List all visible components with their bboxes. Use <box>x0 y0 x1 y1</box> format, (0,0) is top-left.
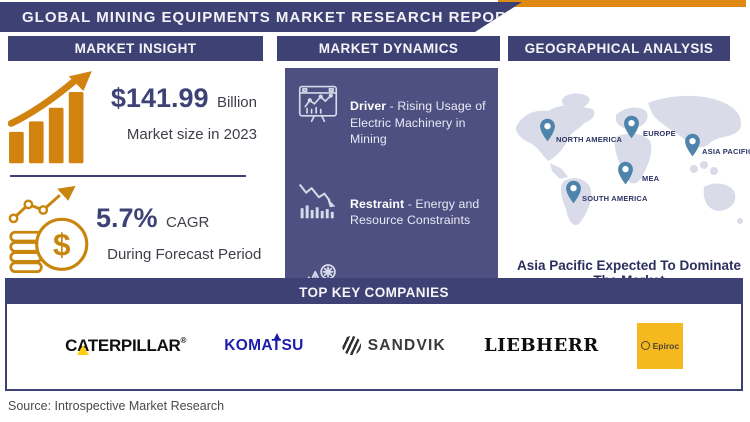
market-size-value-line: $141.99 Billion <box>96 83 257 114</box>
region-label-south-america: SOUTH AMERICA <box>582 194 648 203</box>
svg-text:$: $ <box>53 227 71 263</box>
market-size-text: $141.99 Billion Market size in 2023 <box>96 69 261 165</box>
market-insight-section: MARKET INSIGHT $141.99 Billion Market si… <box>8 36 265 274</box>
dashboard-chart-icon <box>298 85 338 123</box>
top-key-companies-heading: TOP KEY COMPANIES <box>299 284 449 300</box>
world-map-illustration <box>516 93 743 226</box>
cagr-unit: CAGR <box>166 214 210 232</box>
epiroc-wordmark: Epiroc <box>652 340 680 351</box>
market-size-unit: Billion <box>216 94 257 111</box>
company-logo-row: CATERPILLAR® KOMATSU SANDVIK LIEBHERR Ep… <box>7 304 741 387</box>
bar-chart-growth-icon <box>8 71 92 164</box>
restraint-description: - Energy and Resource Constraints <box>350 196 480 227</box>
driver-label: Driver <box>350 99 387 114</box>
sandvik-hatched-circle-icon <box>341 336 361 355</box>
komatsu-wordmark: KOMATSU <box>224 336 304 354</box>
caterpillar-triangle-icon <box>77 344 90 355</box>
report-title: GLOBAL MINING EQUIPMENTS MARKET RESEARCH… <box>22 8 518 26</box>
geographical-analysis-heading: GEOGRAPHICAL ANALYSIS <box>524 41 714 56</box>
cagr-text: 5.7% CAGR During Forecast Period <box>96 185 265 273</box>
komatsu-logo: KOMATSU <box>224 332 304 355</box>
asia-pacific-pin-icon <box>684 133 701 157</box>
market-size-value: $141.99 <box>110 83 209 113</box>
restraint-row: Restraint - Energy and Resource Constrai… <box>297 179 488 240</box>
report-title-bar: GLOBAL MINING EQUIPMENTS MARKET RESEARCH… <box>0 2 522 32</box>
driver-description: - Rising Usage of Electric Machinery in … <box>350 99 486 146</box>
caterpillar-wordmark: CATERPILLAR <box>65 335 181 355</box>
liebherr-logo: LIEBHERR <box>484 335 599 356</box>
market-dynamics-heading: MARKET DYNAMICS <box>318 41 459 56</box>
epiroc-logo: Epiroc <box>636 322 683 369</box>
market-dynamics-header: MARKET DYNAMICS <box>277 36 500 61</box>
geographical-analysis-section: GEOGRAPHICAL ANALYSIS <box>508 36 750 288</box>
region-label-north-america: NORTH AMERICA <box>556 135 623 144</box>
europe-pin-icon <box>623 115 640 139</box>
south-america-pin-icon <box>565 180 582 204</box>
declining-chart-icon <box>298 184 336 219</box>
north-america-pin-icon <box>539 118 556 142</box>
region-label-europe: EUROPE <box>643 129 676 138</box>
caterpillar-logo: CATERPILLAR® <box>65 336 186 356</box>
market-size-caption: Market size in 2023 <box>126 126 257 143</box>
top-key-companies-header: TOP KEY COMPANIES <box>7 280 741 304</box>
top-accent-strip <box>498 0 746 7</box>
world-map: NORTH AMERICA EUROPE ASIA PACIFIC MEA SO… <box>508 69 750 255</box>
market-insight-heading: MARKET INSIGHT <box>74 41 197 56</box>
restraint-label: Restraint <box>350 196 405 211</box>
region-label-mea: MEA <box>642 174 660 183</box>
komatsu-wedge-icon <box>274 332 281 339</box>
sandvik-logo: SANDVIK <box>341 336 446 355</box>
source-note: Source: Introspective Market Research <box>8 399 225 413</box>
coins-trend-icon: $ <box>8 186 89 274</box>
market-size-stat: $141.99 Billion Market size in 2023 <box>8 61 263 165</box>
region-label-asia-pacific: ASIA PACIFIC <box>702 147 750 156</box>
market-insight-header: MARKET INSIGHT <box>8 36 263 61</box>
top-key-companies-section: TOP KEY COMPANIES CATERPILLAR® KOMATSU S… <box>5 278 743 391</box>
cagr-stat: $ 5.7% CAGR During Forecast Period <box>8 177 265 274</box>
insight-divider <box>10 175 246 178</box>
sandvik-wordmark: SANDVIK <box>367 336 446 354</box>
caterpillar-registered-mark: ® <box>180 335 187 345</box>
driver-text: Driver - Rising Usage of Electric Machin… <box>350 94 488 147</box>
driver-row: Driver - Rising Usage of Electric Machin… <box>297 82 488 159</box>
liebherr-wordmark: LIEBHERR <box>484 335 599 356</box>
cagr-caption: During Forecast Period <box>107 246 262 264</box>
mea-pin-icon <box>617 161 634 185</box>
geographical-analysis-header: GEOGRAPHICAL ANALYSIS <box>508 36 730 61</box>
epiroc-circle-icon <box>640 341 650 350</box>
restraint-text: Restraint - Energy and Resource Constrai… <box>350 192 488 228</box>
cagr-value: 5.7% <box>96 203 158 234</box>
cagr-value-line: 5.7% CAGR <box>96 203 261 234</box>
